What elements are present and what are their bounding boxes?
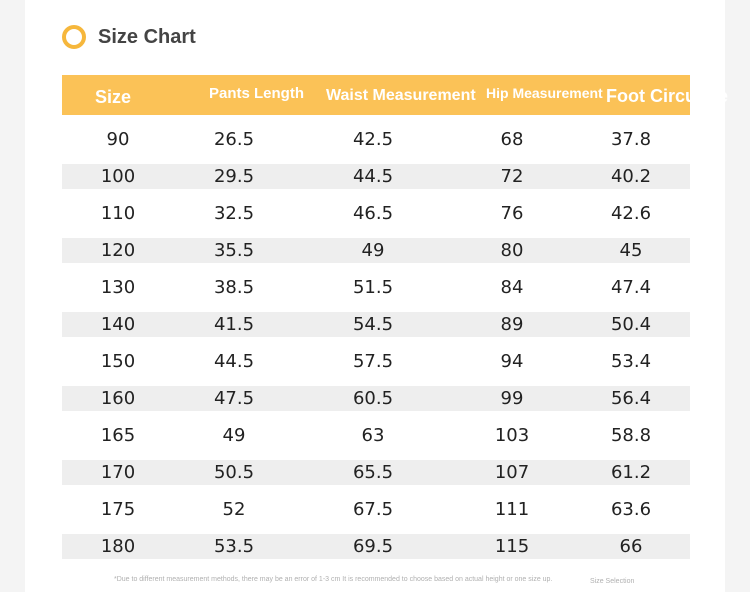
table-cell: 76 (500, 203, 524, 224)
table-cell: 170 (100, 462, 136, 483)
header-hip: Hip Measurement (486, 85, 603, 101)
table-cell: 42.6 (610, 203, 652, 224)
table-cell: 60.5 (352, 388, 394, 409)
table-row: 160 47.5 60.5 99 56.4 (62, 386, 690, 411)
table-row: 180 53.5 69.5 115 66 (62, 534, 690, 559)
table-cell: 111 (494, 499, 530, 520)
table-cell: 68 (500, 129, 524, 150)
table-cell: 103 (494, 425, 530, 446)
table-cell: 54.5 (352, 314, 394, 335)
table-cell: 130 (100, 277, 136, 298)
table-cell: 67.5 (352, 499, 394, 520)
table-cell: 180 (100, 536, 136, 557)
table-cell: 110 (100, 203, 136, 224)
table-cell: 29.5 (213, 166, 255, 187)
table-cell: 26.5 (213, 129, 255, 150)
table-cell: 53.4 (610, 351, 652, 372)
table-row: 150 44.5 57.5 94 53.4 (62, 349, 690, 374)
table-cell: 47.4 (610, 277, 652, 298)
table-row: 165 49 63 103 58.8 (62, 423, 690, 448)
table-row: 140 41.5 54.5 89 50.4 (62, 312, 690, 337)
table-cell: 165 (100, 425, 136, 446)
header-waist: Waist Measurement (326, 87, 476, 104)
size-table: Size Pants Length Waist Measurement Hip … (62, 75, 728, 559)
footnote: *Due to different measurement methods, t… (114, 576, 674, 585)
table-cell: 140 (100, 314, 136, 335)
footnote-size-selection: Size Selection (590, 578, 635, 585)
title-row: Size Chart (62, 22, 196, 52)
table-cell: 56.4 (610, 388, 652, 409)
table-cell: 49 (361, 240, 385, 261)
footnote-text: *Due to different measurement methods, t… (114, 576, 553, 583)
circle-icon (62, 25, 86, 49)
table-cell: 46.5 (352, 203, 394, 224)
table-row: 130 38.5 51.5 84 47.4 (62, 275, 690, 300)
page-title: Size Chart (98, 25, 196, 48)
table-cell: 44.5 (213, 351, 255, 372)
table-cell: 53.5 (213, 536, 255, 557)
header-foot: Foot Circumfe (606, 86, 729, 106)
table-cell: 63 (361, 425, 385, 446)
table-cell: 89 (500, 314, 524, 335)
table-cell: 61.2 (610, 462, 652, 483)
table-row: 100 29.5 44.5 72 40.2 (62, 164, 690, 189)
header-size: Size (95, 87, 132, 107)
table-row: 175 52 67.5 111 63.6 (62, 497, 690, 522)
table-cell: 38.5 (213, 277, 255, 298)
table-cell: 72 (500, 166, 524, 187)
table-cell: 99 (500, 388, 524, 409)
table-cell: 100 (100, 166, 136, 187)
table-cell: 41.5 (213, 314, 255, 335)
table-cell: 84 (500, 277, 524, 298)
table-cell: 69.5 (352, 536, 394, 557)
table-cell: 120 (100, 240, 136, 261)
table-cell: 50.4 (610, 314, 652, 335)
table-cell: 35.5 (213, 240, 255, 261)
table-cell: 65.5 (352, 462, 394, 483)
table-cell: 50.5 (213, 462, 255, 483)
header-pants-length: Pants Length (209, 85, 305, 102)
table-row: 90 26.5 42.5 68 37.8 (62, 127, 690, 152)
table-cell: 107 (494, 462, 530, 483)
table-cell: 51.5 (352, 277, 394, 298)
table-cell: 63.6 (610, 499, 652, 520)
table-row: 170 50.5 65.5 107 61.2 (62, 460, 690, 485)
table-row: 120 35.5 49 80 45 (62, 238, 690, 263)
table-cell: 94 (500, 351, 524, 372)
table-cell: 52 (222, 499, 246, 520)
table-cell: 37.8 (610, 129, 652, 150)
table-header: Size Pants Length Waist Measurement Hip … (62, 75, 728, 115)
table-cell: 58.8 (610, 425, 652, 446)
table-cell: 49 (222, 425, 246, 446)
table-cell: 80 (500, 240, 524, 261)
table-cell: 66 (619, 536, 643, 557)
table-cell: 32.5 (213, 203, 255, 224)
table-cell: 115 (494, 536, 530, 557)
table-cell: 175 (100, 499, 136, 520)
table-cell: 40.2 (610, 166, 652, 187)
table-cell: 150 (100, 351, 136, 372)
table-cell: 42.5 (352, 129, 394, 150)
table-cell: 44.5 (352, 166, 394, 187)
table-cell: 160 (100, 388, 136, 409)
table-row: 110 32.5 46.5 76 42.6 (62, 201, 690, 226)
table-cell: 47.5 (213, 388, 255, 409)
table-cell: 57.5 (352, 351, 394, 372)
table-cell: 90 (106, 129, 130, 150)
table-cell: 45 (619, 240, 643, 261)
